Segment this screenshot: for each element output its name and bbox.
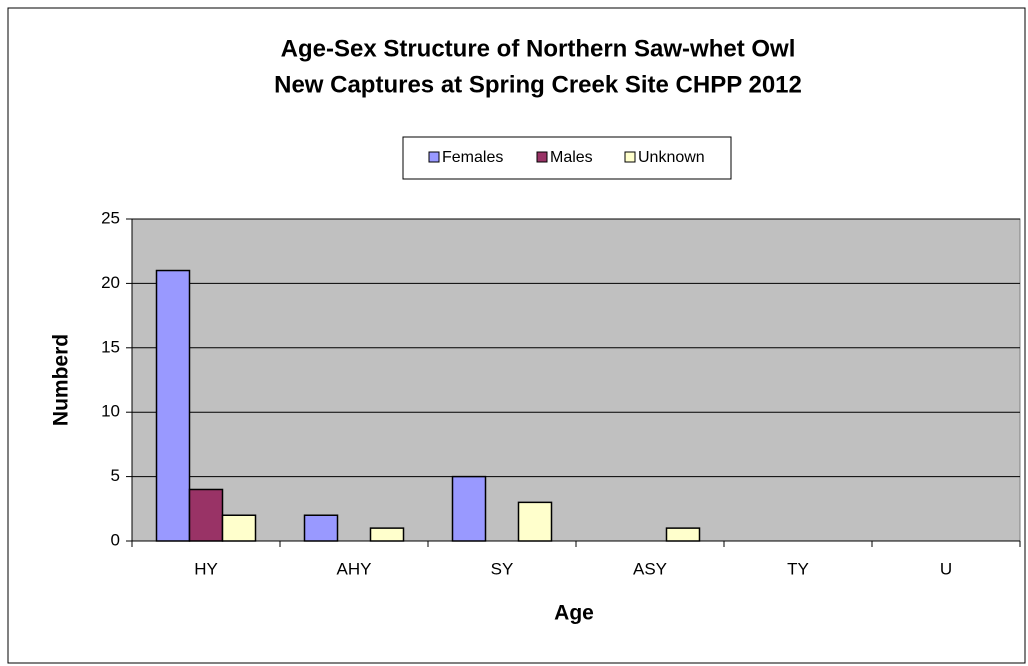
x-tick-label: U xyxy=(940,559,952,578)
x-tick-label: AHY xyxy=(337,559,372,578)
x-tick-label: HY xyxy=(194,559,218,578)
legend-label: Unknown xyxy=(638,149,705,166)
legend-label: Males xyxy=(550,149,593,166)
x-tick-label: TY xyxy=(787,559,809,578)
plot-area xyxy=(131,218,1021,542)
bar xyxy=(155,269,191,542)
x-tick-label: SY xyxy=(491,559,514,578)
legend-swatch xyxy=(624,151,636,163)
legend-swatch xyxy=(428,151,440,163)
y-tick-label: 10 xyxy=(101,402,120,421)
chart-title: Age-Sex Structure of Northern Saw-whet O… xyxy=(281,35,796,62)
y-tick-label: 5 xyxy=(111,466,120,485)
y-tick-label: 20 xyxy=(101,273,120,292)
x-tick-label: ASY xyxy=(633,559,667,578)
bar xyxy=(665,527,701,542)
y-axis-label: Numberd xyxy=(50,334,73,426)
bar xyxy=(451,475,487,542)
bar xyxy=(303,514,339,542)
bar xyxy=(188,488,224,542)
y-tick-label: 0 xyxy=(111,530,120,549)
legend-label: Females xyxy=(442,149,503,166)
legend-swatch xyxy=(536,151,548,163)
legend-box xyxy=(402,136,732,180)
x-axis-label: Age xyxy=(554,602,594,625)
chart-title: New Captures at Spring Creek Site CHPP 2… xyxy=(274,71,802,98)
bar xyxy=(369,527,405,542)
y-tick-label: 25 xyxy=(101,208,120,227)
bar xyxy=(221,514,257,542)
bar xyxy=(517,501,553,542)
y-tick-label: 15 xyxy=(101,337,120,356)
